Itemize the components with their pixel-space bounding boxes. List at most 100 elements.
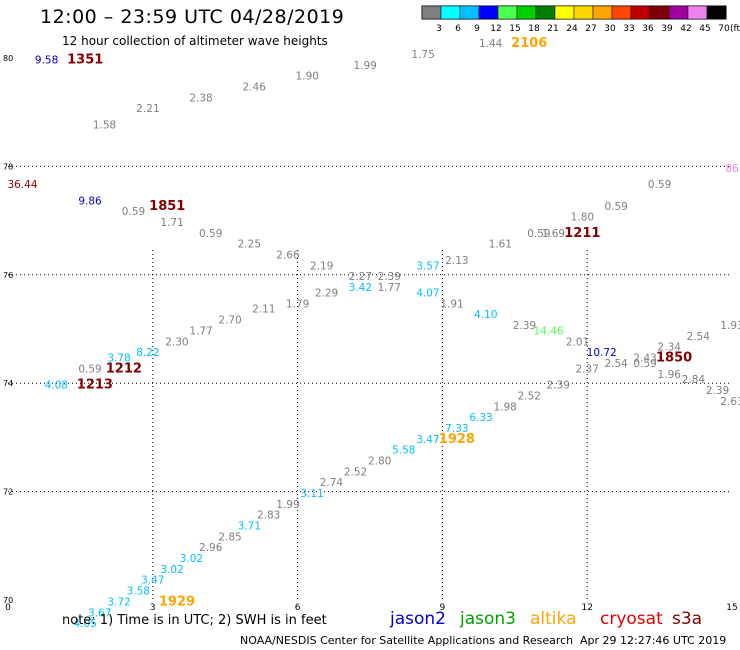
wave-height-point: 2.54 xyxy=(604,358,628,370)
wave-height-point: 2.85 xyxy=(218,531,241,543)
colorbar-swatch xyxy=(459,5,480,20)
wave-height-point: 1.90 xyxy=(296,71,319,83)
wave-height-point: 4.08 xyxy=(45,380,68,392)
wave-height-point: 2.29 xyxy=(315,287,338,299)
x-tick-label: 9 xyxy=(440,603,446,613)
colorbar-label: 33 xyxy=(623,24,634,34)
colorbar-unit: (ft) xyxy=(730,24,740,34)
colorbar-label: 6 xyxy=(455,24,461,34)
wave-height-point: 2.13 xyxy=(445,255,468,267)
colorbar-swatch xyxy=(535,5,556,20)
colorbar-swatch xyxy=(687,5,708,20)
y-tick-label: 74 xyxy=(3,379,13,388)
wave-height-point: 1.69 xyxy=(542,228,565,240)
wave-height-point: 3.02 xyxy=(180,553,203,565)
colorbar-label: 36 xyxy=(642,24,654,34)
x-tick-label: 6 xyxy=(295,603,301,613)
track-time-label: 1212 xyxy=(106,361,142,376)
page-title: 12:00 – 23:59 UTC 04/28/2019 xyxy=(40,6,345,28)
wave-height-point: 1.75 xyxy=(411,49,434,61)
track-time-label: 1850 xyxy=(656,351,692,366)
wave-height-point: 1.80 xyxy=(571,212,594,224)
track-time-label: 1928 xyxy=(439,432,475,447)
wave-height-point: 7.33 xyxy=(445,423,468,435)
wave-height-point: 2.52 xyxy=(344,466,367,478)
colorbar-swatch xyxy=(706,5,727,20)
wave-height-point: 2.01 xyxy=(566,336,589,348)
timestamp: Apr 29 12:27:46 UTC 2019 xyxy=(580,634,727,647)
wave-height-point: 2.74 xyxy=(320,477,344,489)
track-time-label: 1211 xyxy=(564,226,600,241)
wave-height-point: 4.07 xyxy=(416,287,439,299)
wave-height-point: 0.59 xyxy=(122,206,145,218)
colorbar-swatch xyxy=(630,5,651,20)
y-tick-label: 80 xyxy=(3,54,13,63)
track-time-label: 2106 xyxy=(511,36,547,51)
colorbar-label: 3 xyxy=(436,24,442,34)
wave-height-point: 2.83 xyxy=(257,510,280,522)
wave-height-point: 8.22 xyxy=(136,347,159,359)
wave-height-point: 4.05 xyxy=(74,618,97,630)
wave-height-point: 3.42 xyxy=(349,282,372,294)
page-subtitle: 12 hour collection of altimeter wave hei… xyxy=(62,34,328,48)
colorbar-swatch xyxy=(478,5,499,20)
x-tick-label: 3 xyxy=(150,603,156,613)
colorbar-label: 12 xyxy=(490,24,501,34)
wave-height-point: 2.70 xyxy=(218,315,241,327)
track-time-label: 1351 xyxy=(67,52,103,67)
wave-height-point: 1.44 xyxy=(479,38,503,50)
wave-height-point: 2.38 xyxy=(189,92,212,104)
y-tick-label: 72 xyxy=(3,488,13,497)
colorbar-label: 18 xyxy=(528,24,540,34)
credit-text: NOAA/NESDIS Center for Satellite Applica… xyxy=(240,634,574,647)
wave-height-point: 5.58 xyxy=(392,445,415,457)
x-tick-label: 12 xyxy=(581,603,592,613)
wave-height-point: 36.44 xyxy=(7,179,37,191)
wave-height-point: 2.27 xyxy=(349,271,372,283)
wave-height-point: 6.33 xyxy=(469,412,492,424)
footer-note: note: 1) Time is in UTC; 2) SWH is in fe… xyxy=(62,613,327,628)
colorbar-swatch xyxy=(421,5,442,20)
colorbar-swatch xyxy=(592,5,613,20)
colorbar-swatch xyxy=(668,5,689,20)
wave-height-point: 2.39 xyxy=(378,271,401,283)
wave-height-point: 1.71 xyxy=(160,217,183,229)
colorbar-label: 15 xyxy=(509,24,520,34)
wave-height-point: 3.47 xyxy=(416,434,439,446)
wave-height-point: 3.58 xyxy=(127,586,150,598)
wave-height-point: 3.71 xyxy=(238,521,261,533)
wave-height-point: 86 xyxy=(725,163,739,175)
wave-height-point: 2.46 xyxy=(242,82,266,94)
wave-height-point: 2.63 xyxy=(720,396,740,408)
legend-s3a: s3a xyxy=(672,609,703,629)
wave-height-point: 2.39 xyxy=(547,380,570,392)
colorbar-swatch xyxy=(554,5,575,20)
wave-height-point: 14.46 xyxy=(534,325,564,337)
colorbar-label: 45 xyxy=(699,24,710,34)
wave-height-point: 1.99 xyxy=(353,60,376,72)
colorbar-label: 70 xyxy=(718,24,730,34)
colorbar-swatch xyxy=(516,5,537,20)
legend-cryosat: cryosat xyxy=(600,609,663,629)
wave-height-point: 2.34 xyxy=(658,342,682,354)
wave-height-point: 2.39 xyxy=(706,385,729,397)
wave-height-point: 1.91 xyxy=(440,298,463,310)
colorbar-label: 24 xyxy=(566,24,578,34)
x-tick-label: 0 xyxy=(5,603,11,613)
colorbar-swatch xyxy=(611,5,632,20)
colorbar-label: 9 xyxy=(474,24,480,34)
wave-height-point: 2.37 xyxy=(576,363,599,375)
wave-height-point: 0.59 xyxy=(199,228,222,240)
wave-height-point: 1.98 xyxy=(493,401,516,413)
wave-height-point: 1.99 xyxy=(276,499,299,511)
wave-height-point: 2.84 xyxy=(682,374,706,386)
wave-height-point: 2.43 xyxy=(633,353,656,365)
wave-height-point: 2.39 xyxy=(513,320,536,332)
wave-height-point: 2.66 xyxy=(276,250,300,262)
wave-height-point: 2.30 xyxy=(165,336,188,348)
wave-height-point: 1.61 xyxy=(489,239,512,251)
colorbar-label: 30 xyxy=(604,24,616,34)
wave-height-point: 1.96 xyxy=(658,369,682,381)
wave-height-point: 10.72 xyxy=(587,347,617,359)
